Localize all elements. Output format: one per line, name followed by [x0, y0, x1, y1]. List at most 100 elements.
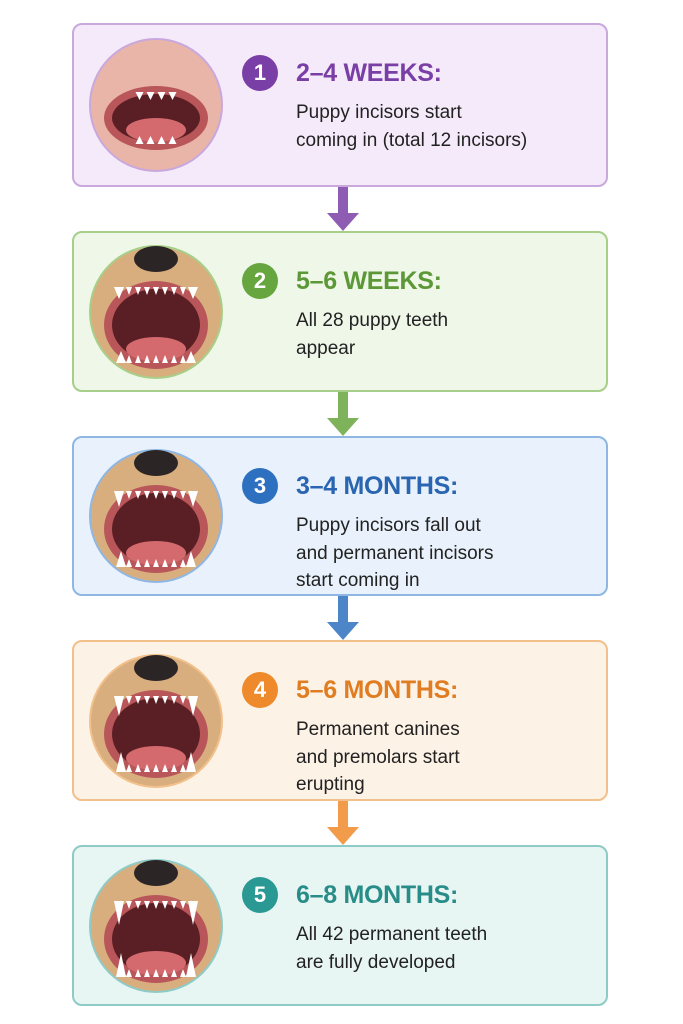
tooth	[171, 286, 177, 295]
tooth	[157, 92, 166, 100]
canine	[114, 695, 124, 716]
tooth	[171, 763, 177, 772]
canine	[186, 751, 196, 772]
tooth	[153, 559, 159, 567]
tooth	[162, 695, 168, 704]
tooth	[126, 763, 132, 772]
nose	[134, 859, 178, 886]
tooth	[153, 286, 159, 295]
tongue	[126, 745, 186, 770]
tooth	[162, 491, 168, 499]
canine	[114, 900, 124, 925]
tongue	[126, 118, 186, 142]
description-line: start coming in	[296, 570, 420, 591]
tooth	[126, 559, 132, 567]
step-number: 5	[242, 877, 278, 913]
description-line: Puppy incisors start	[296, 102, 462, 123]
tooth	[135, 695, 141, 704]
description-line: erupting	[296, 774, 365, 795]
tooth	[171, 491, 177, 499]
canine	[114, 286, 124, 299]
tooth	[180, 968, 186, 977]
tooth	[171, 968, 177, 977]
tooth	[135, 763, 141, 772]
tooth	[126, 968, 132, 977]
tooth	[126, 695, 132, 704]
tooth	[153, 491, 159, 499]
canine	[188, 695, 198, 716]
tooth	[144, 900, 150, 909]
nose	[134, 450, 178, 476]
step-description: All 28 puppy teeth appear	[296, 307, 448, 362]
tooth	[135, 491, 141, 499]
nose	[134, 654, 178, 681]
tooth	[180, 491, 186, 499]
step-description: Permanent canines and premolars start erup…	[296, 716, 460, 799]
tooth	[162, 900, 168, 909]
description-line: All 28 puppy teeth	[296, 310, 449, 331]
tooth	[180, 559, 186, 567]
tooth	[135, 968, 141, 977]
mouth-illustration	[89, 449, 223, 583]
description-line: appear	[296, 337, 356, 359]
canine	[116, 751, 126, 772]
canine	[116, 551, 126, 567]
tooth	[162, 968, 168, 977]
step-title: 2–4 WEEKS:	[296, 59, 442, 87]
tooth	[135, 354, 141, 363]
arrow-shape	[327, 801, 359, 845]
nose	[134, 245, 178, 272]
tooth	[126, 286, 132, 295]
step-number: 2	[242, 263, 278, 299]
tooth	[153, 968, 159, 977]
canine	[114, 491, 124, 507]
canine	[116, 350, 126, 363]
step-card: 2 5–6 WEEKS: All 28 puppy teeth appear	[72, 231, 608, 392]
tooth	[144, 286, 150, 295]
canine	[186, 952, 196, 977]
tooth	[168, 92, 177, 100]
canine	[188, 286, 198, 299]
tooth	[162, 559, 168, 567]
mouth-illustration	[89, 858, 223, 993]
mouth-illustration	[89, 653, 223, 788]
canine	[186, 350, 196, 363]
canine	[116, 952, 126, 977]
description-line: coming in (total 12 incisors)	[296, 129, 528, 151]
step-number: 4	[242, 672, 278, 708]
tooth	[146, 92, 155, 100]
tooth	[162, 763, 168, 772]
tooth	[153, 354, 159, 363]
step-title: 5–6 WEEKS:	[296, 267, 442, 295]
tooth	[135, 136, 144, 144]
tooth	[157, 136, 166, 144]
step-description: Puppy incisors start coming in (total 12 …	[296, 99, 527, 154]
tooth	[144, 559, 150, 567]
tooth	[171, 559, 177, 567]
description-line: All 42 permanent teeth	[296, 924, 488, 945]
tooth	[180, 695, 186, 704]
tooth	[180, 354, 186, 363]
tooth	[144, 695, 150, 704]
step-card: 5 6–8 MONTHS: All 42 permanent teeth are fu…	[72, 845, 608, 1006]
step-title: 3–4 MONTHS:	[296, 472, 459, 500]
tooth	[135, 559, 141, 567]
tooth	[171, 354, 177, 363]
tooth	[180, 763, 186, 772]
tooth	[171, 695, 177, 704]
tooth	[135, 900, 141, 909]
canine	[188, 491, 198, 507]
step-card: 1 2–4 WEEKS: Puppy incisors start coming in…	[72, 23, 608, 187]
flow-arrow	[327, 596, 359, 640]
step-card: 4 5–6 MONTHS: Permanent canines and premola…	[72, 640, 608, 801]
tooth	[146, 136, 155, 144]
tooth	[153, 763, 159, 772]
mouth-illustration	[89, 38, 223, 172]
step-number: 1	[242, 55, 278, 91]
arrow-shape	[327, 187, 359, 231]
tooth	[180, 900, 186, 909]
tongue	[126, 336, 186, 361]
tooth	[144, 968, 150, 977]
tongue	[126, 950, 186, 975]
